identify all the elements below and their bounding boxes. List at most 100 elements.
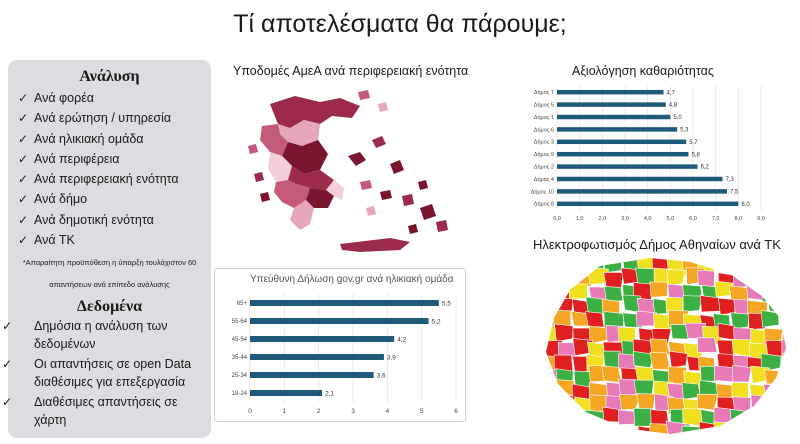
- data-heading: Δεδομένα: [76, 298, 143, 316]
- data-label: 7,5: [730, 190, 739, 196]
- district-shape: [546, 258, 559, 275]
- district-shape: [546, 408, 560, 426]
- x-tick-label: 6: [454, 408, 458, 415]
- island-shape: [358, 90, 370, 100]
- greece-map: [248, 90, 448, 252]
- checkmark-icon: ✓: [2, 395, 13, 410]
- x-tick-label: 4,0: [644, 216, 652, 222]
- category-label: Δήμος 5: [534, 102, 554, 109]
- data-label: 3,6: [377, 372, 386, 379]
- district-shape: [764, 420, 786, 434]
- district-shape: [777, 258, 786, 272]
- bar: [250, 354, 384, 360]
- x-tick-label: 4: [386, 408, 390, 415]
- data-label: 2,1: [325, 390, 334, 397]
- list-item: ✓ Ανά ερώτηση / υπηρεσία: [18, 108, 211, 128]
- data-label: 5,7: [689, 140, 698, 146]
- category-label: Δήμος 8: [534, 201, 554, 208]
- district-shape: [761, 398, 783, 415]
- district-shape: [681, 425, 703, 434]
- x-tick-label: 0: [248, 408, 252, 415]
- district-shape: [636, 393, 656, 411]
- bar: [557, 114, 671, 120]
- district-shape: [715, 258, 737, 271]
- district-shape: [763, 384, 782, 402]
- island-shape: [260, 192, 270, 202]
- analysis-note: *Απαραίτητη προϋπόθεση η ύπαρξη τουλάχισ…: [22, 258, 197, 290]
- island-shape: [418, 180, 428, 190]
- bar: [557, 151, 689, 157]
- region-shape: [260, 124, 288, 156]
- bar: [250, 390, 323, 396]
- checkmark-icon: ✓: [18, 233, 29, 248]
- data-label: 7,3: [725, 177, 734, 183]
- region-shape: [288, 166, 334, 190]
- district-shape: [762, 258, 783, 270]
- list-item: ✓ Ανά ΤΚ: [18, 230, 211, 250]
- district-shape: [697, 337, 718, 353]
- region-shape: [290, 200, 314, 230]
- checkmark-icon: ✓: [18, 111, 29, 126]
- category-label: 55-64: [232, 319, 248, 325]
- x-tick-label: 2: [317, 408, 321, 415]
- district-shape: [696, 269, 715, 288]
- data-label: 5,5: [442, 300, 451, 307]
- x-tick-label: 5,0: [667, 216, 675, 222]
- data-label: 8,0: [741, 202, 750, 208]
- data-label: 6,2: [701, 165, 710, 171]
- island-shape: [254, 172, 264, 182]
- bar: [557, 201, 739, 207]
- district-shape: [603, 271, 624, 290]
- data-label: 4,7: [667, 90, 676, 96]
- district-shape: [781, 295, 786, 314]
- bar: [557, 139, 687, 145]
- athens-districts: [546, 258, 786, 434]
- district-shape: [718, 297, 737, 316]
- district-shape: [766, 296, 785, 314]
- category-label: Δήμος 2: [534, 164, 554, 171]
- data-label: 4,8: [669, 103, 678, 109]
- cleanliness-chart: 0,0 1,0 2,0 3,0 4,0 5,0 6,0 7,0 8,0 9,0 Δήμος 7 4,7…: [531, 86, 765, 222]
- district-shape: [782, 311, 786, 330]
- athens-map-title: Ηλεκτροφωτισμός Δήμος Αθηναίων ανά ΤΚ: [533, 237, 781, 252]
- district-shape: [649, 423, 669, 434]
- district-shape: [750, 394, 770, 413]
- checkmark-icon: ✓: [18, 172, 29, 187]
- district-shape: [777, 283, 786, 301]
- district-shape: [781, 383, 786, 403]
- analysis-list: ✓ Ανά φορέα ✓ Ανά ερώτηση / υπηρεσία ✓ Ανά …: [8, 88, 211, 250]
- island-shape: [390, 160, 404, 174]
- bar: [557, 127, 678, 132]
- region-shape: [306, 188, 334, 208]
- district-shape: [546, 425, 559, 434]
- district-shape: [750, 422, 770, 434]
- district-shape: [616, 426, 638, 434]
- district-shape: [618, 394, 641, 410]
- island-shape: [372, 136, 386, 148]
- district-shape: [730, 312, 750, 330]
- category-label: 18-24: [232, 391, 248, 397]
- bar: [557, 189, 727, 194]
- analysis-heading: Ανάλυση: [79, 68, 140, 85]
- greece-map-title: Υποδομές ΑμεΑ ανά περιφερειακή ενότητα: [233, 64, 469, 78]
- checkmark-icon: ✓: [18, 151, 29, 166]
- data-label: 5,8: [691, 152, 700, 158]
- district-shape: [557, 409, 578, 427]
- category-label: Δήμος 1: [534, 114, 554, 121]
- district-shape: [552, 379, 575, 397]
- island-shape: [436, 220, 448, 232]
- checkmark-icon: ✓: [18, 212, 29, 227]
- island-shape: [248, 144, 258, 154]
- district-shape: [750, 410, 771, 430]
- category-label: 45-54: [232, 337, 248, 343]
- district-shape: [668, 350, 688, 369]
- bar: [557, 89, 664, 95]
- bar: [250, 372, 374, 378]
- checkmark-icon: ✓: [2, 357, 13, 372]
- district-shape: [732, 364, 752, 383]
- x-tick-label: 2,0: [599, 216, 607, 222]
- district-shape: [749, 270, 768, 289]
- bar: [557, 102, 666, 107]
- x-tick-label: 7,0: [712, 216, 720, 222]
- list-item: ✓ Ανά περιφερειακή ενότητα: [18, 169, 211, 189]
